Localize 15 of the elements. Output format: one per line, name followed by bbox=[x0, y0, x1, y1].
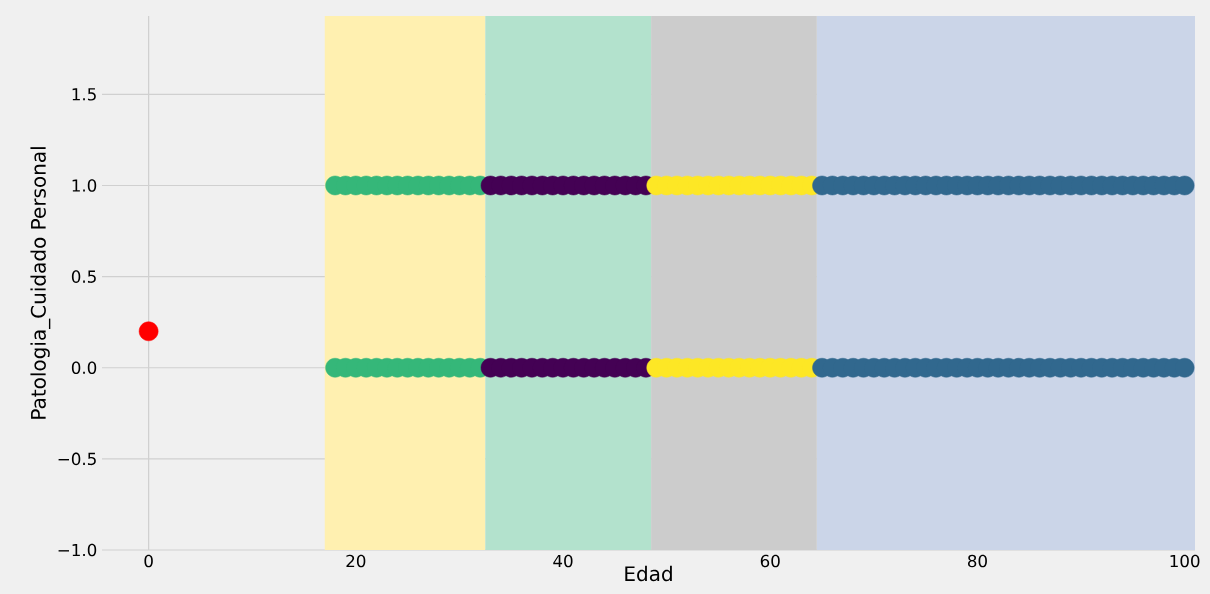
x-tick-label: 80 bbox=[967, 554, 987, 568]
y-tick-label: 0.0 bbox=[71, 361, 97, 375]
y-axis-title: Patologia_Cuidado Personal bbox=[30, 147, 51, 419]
x-tick-label: 60 bbox=[760, 554, 780, 568]
y-tick-label: 1.0 bbox=[72, 179, 97, 192]
y-tick-label: 1.5 bbox=[72, 88, 96, 101]
y-tick-label: −0.5 bbox=[58, 452, 96, 466]
y-tick-label: −1.0 bbox=[58, 543, 97, 557]
point bbox=[138, 321, 159, 342]
x-tick-label: 0 bbox=[144, 554, 153, 568]
x-axis-title: Edad bbox=[625, 565, 672, 582]
x-tick-label: 20 bbox=[346, 554, 366, 568]
x-tick-label: 100 bbox=[1170, 554, 1200, 568]
y-tick-label: 0.5 bbox=[71, 270, 96, 283]
x-tick-label: 40 bbox=[553, 554, 573, 568]
